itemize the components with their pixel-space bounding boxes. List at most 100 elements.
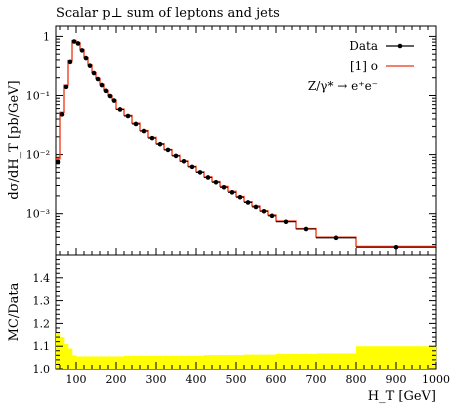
mc-step-line [56, 39, 436, 248]
data-point [125, 113, 131, 119]
mc-step-line-group [56, 39, 436, 248]
ratio-band-bin [104, 356, 109, 369]
chart-title: Scalar p⊥ sum of leptons and jets [56, 6, 280, 21]
y-tick-label: 10⁻³ [26, 208, 50, 221]
data-point [157, 141, 163, 147]
data-point [333, 235, 339, 241]
ratio-band-bin [244, 354, 253, 369]
ratio-band-bin [296, 353, 317, 369]
ratio-band-bin [96, 356, 101, 369]
ratio-band-bin [212, 355, 221, 369]
y-tick-label: 10⁻² [26, 149, 50, 162]
ratio-band-bin [92, 356, 97, 369]
data-point [117, 107, 123, 112]
data-point [91, 70, 97, 76]
ratio-y-tick-label: 1.4 [33, 272, 51, 285]
data-point [165, 147, 171, 153]
ratio-band-bin [80, 356, 85, 369]
y-tick-label: 10⁻¹ [26, 90, 50, 103]
data-point [141, 128, 147, 134]
ratio-band-bin [72, 355, 77, 369]
data-point [107, 93, 113, 99]
ratio-band-bin [68, 348, 73, 369]
ratio-band-bin [124, 355, 133, 369]
data-point [67, 59, 73, 65]
data-point [63, 84, 69, 90]
data-point [229, 190, 235, 195]
ratio-band-bin [276, 353, 297, 369]
ratio-band-bin [180, 355, 189, 369]
ratio-band-bin [236, 355, 245, 369]
data-point [237, 194, 243, 200]
x-tick-label: 400 [186, 373, 207, 386]
data-point [83, 55, 89, 61]
data-point [269, 213, 275, 219]
ratio-band-bin [108, 356, 113, 369]
data-point [75, 41, 81, 46]
x-tick-label: 1000 [422, 373, 450, 386]
x-tick-label: 200 [106, 373, 127, 386]
data-points-group [55, 39, 436, 250]
x-tick-label: 600 [266, 373, 287, 386]
ratio-y-tick-label: 1.1 [33, 340, 51, 353]
ratio-band-bin [228, 355, 237, 369]
data-point [189, 164, 195, 170]
ratio-band-bin [316, 353, 357, 369]
ratio-band-bin [156, 355, 165, 369]
ratio-band-bin [100, 356, 105, 369]
legend-label-mc: [1] o [350, 59, 378, 73]
ratio-band-bin [76, 356, 81, 369]
ratio-band-bin [172, 355, 181, 369]
data-point [303, 226, 309, 232]
x-tick-label: 700 [306, 373, 327, 386]
ratio-y-tick-label: 1.3 [33, 295, 51, 308]
x-tick-label: 900 [386, 373, 407, 386]
ratio-band-bin [260, 354, 269, 369]
data-point [71, 39, 77, 44]
x-tick-label: 800 [346, 373, 367, 386]
data-point [197, 170, 203, 175]
x-axis-label: H_T [GeV] [368, 389, 436, 404]
x-tick-label: 300 [146, 373, 167, 386]
ratio-band-bin [112, 356, 117, 369]
ratio-axis-ticks: 1.0 1.1 1.2 1.3 1.4 100 200 300 400 500 600 700 800 9… [33, 259, 450, 386]
x-tick-label: 500 [226, 373, 247, 386]
data-point [213, 179, 219, 185]
ratio-band-bin [116, 356, 125, 369]
ratio-band-bin [196, 355, 205, 369]
data-point [111, 98, 117, 103]
data-point [149, 135, 155, 141]
legend-marker-data [397, 43, 403, 49]
ratio-band-bin [220, 355, 229, 369]
ratio-band-bin [60, 337, 65, 369]
ratio-band-bin [356, 346, 437, 369]
ratio-band-bin [84, 356, 89, 369]
data-point [133, 121, 139, 127]
data-point [253, 204, 259, 210]
data-point [59, 112, 65, 117]
y-tick-label: 1 [43, 30, 50, 43]
ratio-band-group [56, 332, 437, 369]
data-point [103, 88, 109, 94]
ratio-band-bin [88, 356, 93, 369]
ratio-y-tick-label: 1.0 [33, 363, 51, 376]
data-point [79, 48, 85, 53]
ratio-band-bin [148, 355, 157, 369]
data-point [245, 200, 251, 205]
ratio-band-bin [188, 355, 197, 369]
main-axis-ticks: 1 10⁻¹ 10⁻² 10⁻³ [26, 26, 437, 256]
data-point [261, 208, 267, 214]
data-point [99, 82, 105, 88]
y-axis-label-main: dσ/dH_T [pb/GeV] [7, 80, 22, 199]
ratio-band-bin [64, 343, 69, 369]
ratio-band-bin [204, 355, 213, 369]
ratio-band-bin [132, 355, 141, 369]
data-point [283, 219, 289, 225]
y-axis-label-ratio: MC/Data [7, 282, 22, 341]
data-point [173, 153, 179, 159]
ratio-band-bin [268, 354, 277, 369]
data-point [221, 184, 227, 190]
x-tick-label: 100 [66, 373, 87, 386]
